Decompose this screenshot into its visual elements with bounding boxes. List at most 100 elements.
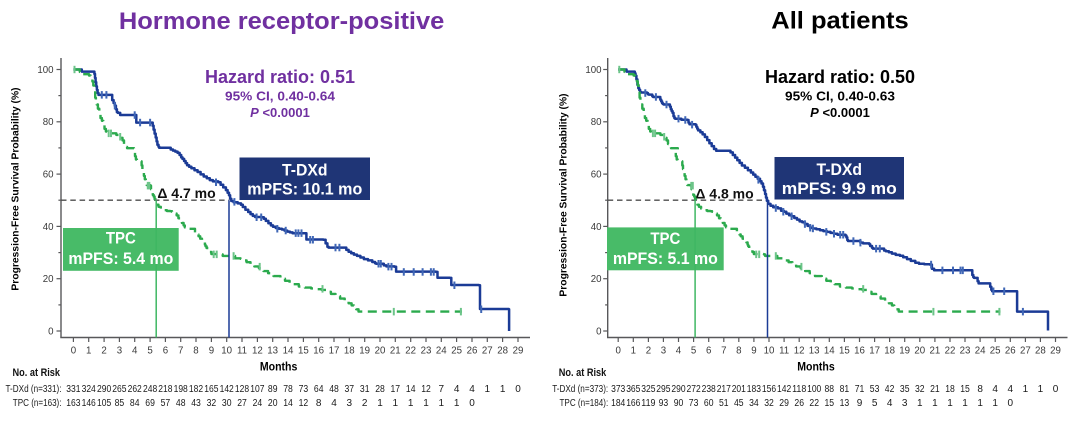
svg-text:156: 156 [762, 384, 777, 395]
svg-text:12: 12 [252, 346, 263, 357]
svg-text:12: 12 [299, 398, 309, 409]
svg-text:7: 7 [721, 346, 726, 357]
svg-text:3: 3 [117, 346, 122, 357]
svg-text:1: 1 [500, 384, 506, 395]
svg-text:4: 4 [1008, 384, 1014, 395]
svg-text:265: 265 [112, 384, 127, 395]
svg-text:80: 80 [591, 117, 602, 128]
svg-text:217: 217 [717, 384, 732, 395]
svg-text:183: 183 [747, 384, 762, 395]
svg-text:45: 45 [734, 398, 744, 409]
svg-text:42: 42 [885, 384, 895, 395]
svg-text:14: 14 [406, 384, 416, 395]
svg-text:23: 23 [960, 346, 971, 357]
svg-text:100: 100 [585, 65, 602, 76]
svg-text:32: 32 [764, 398, 774, 409]
svg-text:2: 2 [362, 398, 368, 409]
svg-text:1: 1 [377, 398, 383, 409]
svg-text:Hormone receptor-positive: Hormone receptor-positive [119, 8, 445, 35]
svg-text:8: 8 [736, 346, 741, 357]
svg-text:373: 373 [611, 384, 626, 395]
svg-text:163: 163 [66, 398, 81, 409]
svg-text:40: 40 [43, 222, 54, 233]
svg-text:0: 0 [469, 398, 475, 409]
svg-text:6: 6 [706, 346, 711, 357]
svg-text:100: 100 [807, 384, 822, 395]
svg-text:5: 5 [147, 346, 152, 357]
svg-text:15: 15 [825, 398, 835, 409]
svg-text:12: 12 [794, 346, 805, 357]
svg-text:119: 119 [641, 398, 656, 409]
svg-text:15: 15 [839, 346, 850, 357]
svg-text:8: 8 [316, 398, 322, 409]
svg-text:4: 4 [454, 384, 460, 395]
svg-text:34: 34 [749, 398, 759, 409]
svg-text:324: 324 [82, 384, 97, 395]
svg-text:0: 0 [515, 384, 521, 395]
svg-text:TPC: TPC [650, 229, 680, 248]
svg-text:13: 13 [840, 398, 850, 409]
svg-text:0: 0 [616, 346, 622, 357]
svg-text:1: 1 [631, 346, 636, 357]
svg-text:No. at Risk: No. at Risk [13, 367, 61, 379]
svg-text:3: 3 [902, 398, 908, 409]
svg-text:26: 26 [1005, 346, 1016, 357]
svg-text:118: 118 [792, 384, 807, 395]
svg-text:81: 81 [840, 384, 850, 395]
svg-text:18: 18 [884, 346, 895, 357]
svg-text:22: 22 [405, 346, 416, 357]
svg-text:95% CI, 0.40-0.64: 95% CI, 0.40-0.64 [225, 89, 336, 104]
svg-text:290: 290 [97, 384, 112, 395]
svg-text:85: 85 [115, 398, 125, 409]
svg-text:14: 14 [824, 346, 835, 357]
svg-text:22: 22 [809, 398, 819, 409]
svg-text:1: 1 [932, 398, 938, 409]
svg-text:24: 24 [253, 398, 263, 409]
svg-text:11: 11 [237, 346, 247, 357]
svg-text:20: 20 [375, 346, 386, 357]
svg-text:25: 25 [451, 346, 462, 357]
svg-text:1: 1 [992, 398, 998, 409]
svg-text:10: 10 [764, 346, 775, 357]
svg-text:290: 290 [671, 384, 686, 395]
svg-text:165: 165 [204, 384, 219, 395]
svg-text:4: 4 [132, 346, 138, 357]
svg-text:3: 3 [347, 398, 353, 409]
svg-text:4: 4 [469, 384, 475, 395]
svg-text:22: 22 [945, 346, 956, 357]
svg-text:Progression-Free Survival Prob: Progression-Free Survival Probability (%… [559, 93, 570, 296]
svg-text:5: 5 [691, 346, 696, 357]
svg-text:18: 18 [945, 384, 955, 395]
svg-text:32: 32 [207, 398, 217, 409]
svg-text:TPC (n=184):: TPC (n=184): [560, 398, 609, 409]
svg-text:26: 26 [794, 398, 804, 409]
svg-text:248: 248 [143, 384, 158, 395]
svg-text:Months: Months [260, 362, 298, 374]
svg-text:60: 60 [591, 170, 602, 181]
svg-text:1: 1 [439, 398, 445, 409]
svg-text:17: 17 [329, 346, 340, 357]
svg-text:365: 365 [626, 384, 641, 395]
svg-text:57: 57 [161, 398, 171, 409]
svg-text:8: 8 [193, 346, 198, 357]
svg-text:1: 1 [485, 384, 491, 395]
svg-text:All patients: All patients [771, 8, 908, 35]
svg-text:37: 37 [345, 384, 355, 395]
svg-text:1: 1 [947, 398, 953, 409]
svg-text:TPC (n=163):: TPC (n=163): [13, 398, 62, 409]
svg-text:28: 28 [1035, 346, 1046, 357]
svg-text:25: 25 [990, 346, 1001, 357]
svg-text:1: 1 [393, 398, 399, 409]
svg-text:60: 60 [704, 398, 714, 409]
svg-text:13: 13 [809, 346, 820, 357]
svg-text:27: 27 [237, 398, 247, 409]
svg-text:48: 48 [176, 398, 186, 409]
svg-text:84: 84 [130, 398, 140, 409]
svg-text:11: 11 [779, 346, 789, 357]
svg-text:24: 24 [436, 346, 447, 357]
svg-text:73: 73 [689, 398, 699, 409]
svg-text:mPFS: 9.9 mo: mPFS: 9.9 mo [782, 179, 897, 198]
svg-text:35: 35 [900, 384, 910, 395]
svg-text:20: 20 [591, 274, 602, 285]
svg-text:166: 166 [626, 398, 641, 409]
